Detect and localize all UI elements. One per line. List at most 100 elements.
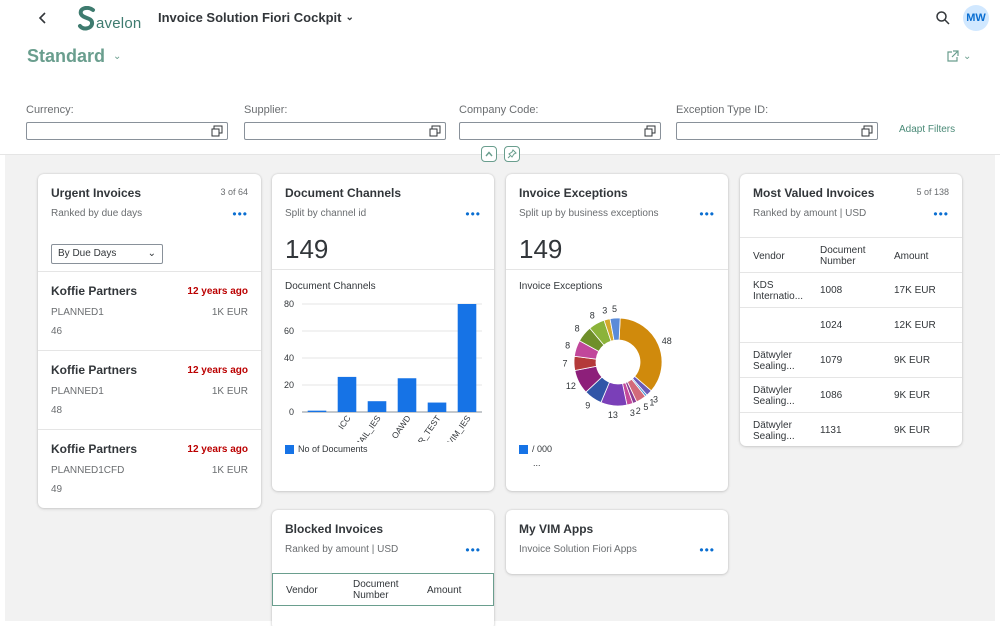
adapt-filters-button[interactable]: Adapt Filters bbox=[899, 124, 956, 135]
pie-slice[interactable] bbox=[609, 317, 621, 341]
chevron-down-icon: ⌄ bbox=[113, 51, 122, 62]
more-icon[interactable]: ••• bbox=[699, 207, 715, 221]
share-button[interactable]: ⌄ bbox=[946, 50, 971, 63]
card-header[interactable]: Document Channels Split by channel id ••… bbox=[272, 174, 494, 234]
y-tick-label: 80 bbox=[284, 299, 294, 309]
card-subtitle: Ranked by due days bbox=[51, 208, 143, 219]
chart-legend[interactable]: No of Documents bbox=[285, 444, 368, 454]
legend-more[interactable]: ... bbox=[533, 458, 541, 468]
variant-title: Standard bbox=[27, 46, 106, 66]
filter-currency: Currency: bbox=[26, 104, 228, 140]
pie-slice[interactable] bbox=[618, 317, 663, 392]
card-subtitle: Ranked by amount | USD bbox=[753, 208, 867, 219]
chart-legend[interactable]: / 000 bbox=[519, 444, 552, 454]
card-invoice-exceptions[interactable]: Invoice Exceptions Split up by business … bbox=[506, 174, 728, 491]
slice-label: 3 bbox=[653, 394, 658, 404]
card-title: Invoice Exceptions bbox=[519, 186, 628, 200]
supplier-input[interactable] bbox=[244, 122, 446, 140]
exception-type-input[interactable] bbox=[676, 122, 878, 140]
more-icon[interactable]: ••• bbox=[465, 207, 481, 221]
card-subtitle: Split up by business exceptions bbox=[519, 208, 659, 219]
card-blocked-invoices[interactable]: Blocked Invoices Ranked by amount | USD … bbox=[272, 510, 494, 626]
card-count: 3 of 64 bbox=[220, 187, 248, 197]
card-subtitle: Ranked by amount | USD bbox=[285, 544, 399, 555]
table-header[interactable]: Vendor Document Number Amount bbox=[272, 573, 494, 606]
company-logo[interactable]: avelon bbox=[76, 6, 141, 32]
more-icon[interactable]: ••• bbox=[699, 543, 715, 557]
slice-label: 5 bbox=[643, 402, 648, 412]
slice-label: 3 bbox=[630, 408, 635, 418]
bar[interactable] bbox=[337, 376, 357, 412]
filter-exception-type: Exception Type ID: bbox=[676, 104, 878, 140]
kpi-value: 149 bbox=[285, 234, 329, 264]
bar[interactable] bbox=[427, 402, 447, 412]
card-my-vim-apps[interactable]: My VIM Apps Invoice Solution Fiori Apps … bbox=[506, 510, 728, 574]
chevron-down-icon: ⌄ bbox=[345, 12, 354, 23]
currency-input[interactable] bbox=[26, 122, 228, 140]
card-header[interactable]: Urgent Invoices Ranked by due days 3 of … bbox=[38, 174, 261, 234]
header-divider bbox=[0, 154, 1000, 155]
list-item[interactable]: Koffie Partners 12 years ago PLANNED1CFD… bbox=[38, 429, 261, 508]
table-row[interactable]: Dätwyler Sealing... 1079 9K EUR bbox=[740, 343, 962, 378]
card-header[interactable]: My VIM Apps Invoice Solution Fiori Apps … bbox=[506, 510, 728, 570]
logo-text: avelon bbox=[96, 14, 142, 32]
table-row[interactable]: KDS Internatio... 1008 17K EUR bbox=[740, 273, 962, 308]
more-icon[interactable]: ••• bbox=[465, 543, 481, 557]
x-tick-label: OCR_TEST bbox=[408, 413, 442, 442]
card-document-channels[interactable]: Document Channels Split by channel id ••… bbox=[272, 174, 494, 491]
list-item[interactable]: Koffie Partners 12 years ago PLANNED1 1K… bbox=[38, 350, 261, 429]
bar[interactable] bbox=[307, 410, 327, 412]
cards-container: Urgent Invoices Ranked by due days 3 of … bbox=[5, 155, 995, 626]
value-help-icon[interactable] bbox=[429, 125, 441, 137]
app-title-menu[interactable]: Invoice Solution Fiori Cockpit ⌄ bbox=[158, 10, 354, 25]
search-button[interactable] bbox=[933, 8, 953, 28]
slice-label: 1 bbox=[649, 398, 654, 408]
back-button[interactable] bbox=[34, 10, 52, 28]
collapse-header-button[interactable] bbox=[481, 146, 497, 162]
filter-label: Company Code: bbox=[459, 104, 539, 116]
more-icon[interactable]: ••• bbox=[232, 207, 248, 221]
chart-title: Document Channels bbox=[285, 281, 376, 292]
chevron-up-icon bbox=[485, 151, 493, 157]
bar[interactable] bbox=[397, 378, 417, 412]
slice-label: 8 bbox=[565, 340, 570, 350]
pin-header-button[interactable] bbox=[504, 146, 520, 162]
slice-label: 3 bbox=[602, 306, 607, 316]
company-code-input[interactable] bbox=[459, 122, 661, 140]
slice-label: 7 bbox=[563, 359, 568, 369]
y-tick-label: 20 bbox=[284, 380, 294, 390]
value-help-icon[interactable] bbox=[644, 125, 656, 137]
filter-bar: Currency: Supplier: Company Code: Except… bbox=[26, 104, 976, 144]
variant-management[interactable]: Standard ⌄ bbox=[27, 46, 121, 67]
table-row[interactable]: Dätwyler Sealing... 1131 9K EUR bbox=[740, 413, 962, 446]
slice-label: 2 bbox=[636, 406, 641, 416]
legend-swatch bbox=[519, 444, 528, 454]
value-help-icon[interactable] bbox=[211, 125, 223, 137]
card-most-valued-invoices[interactable]: Most Valued Invoices Ranked by amount | … bbox=[740, 174, 962, 446]
card-header[interactable]: Blocked Invoices Ranked by amount | USD … bbox=[272, 510, 494, 570]
table-row[interactable]: 1024 12K EUR bbox=[740, 308, 962, 343]
card-header[interactable]: Most Valued Invoices Ranked by amount | … bbox=[740, 174, 962, 234]
list-item[interactable]: Koffie Partners 12 years ago PLANNED1 1K… bbox=[38, 271, 261, 350]
card-urgent-invoices[interactable]: Urgent Invoices Ranked by due days 3 of … bbox=[38, 174, 261, 508]
card-subtitle: Invoice Solution Fiori Apps bbox=[519, 544, 637, 555]
pin-icon bbox=[507, 149, 517, 159]
shell-bar: avelon Invoice Solution Fiori Cockpit ⌄ … bbox=[0, 0, 1000, 40]
slice-label: 13 bbox=[608, 410, 618, 420]
slice-label: 12 bbox=[566, 381, 576, 391]
logo-icon bbox=[78, 6, 95, 31]
more-icon[interactable]: ••• bbox=[933, 207, 949, 221]
user-avatar[interactable]: MW bbox=[963, 5, 989, 31]
y-tick-label: 40 bbox=[284, 353, 294, 363]
status-text: 12 years ago bbox=[187, 444, 248, 455]
sort-select[interactable]: By Due Days ⌄ bbox=[51, 244, 163, 264]
value-help-icon[interactable] bbox=[861, 125, 873, 137]
card-header[interactable]: Invoice Exceptions Split up by business … bbox=[506, 174, 728, 234]
status-text: 12 years ago bbox=[187, 365, 248, 376]
card-title: Document Channels bbox=[285, 186, 402, 200]
bar[interactable] bbox=[457, 304, 477, 412]
table-row[interactable]: Dätwyler Sealing... 1086 9K EUR bbox=[740, 378, 962, 413]
bar[interactable] bbox=[367, 401, 387, 412]
